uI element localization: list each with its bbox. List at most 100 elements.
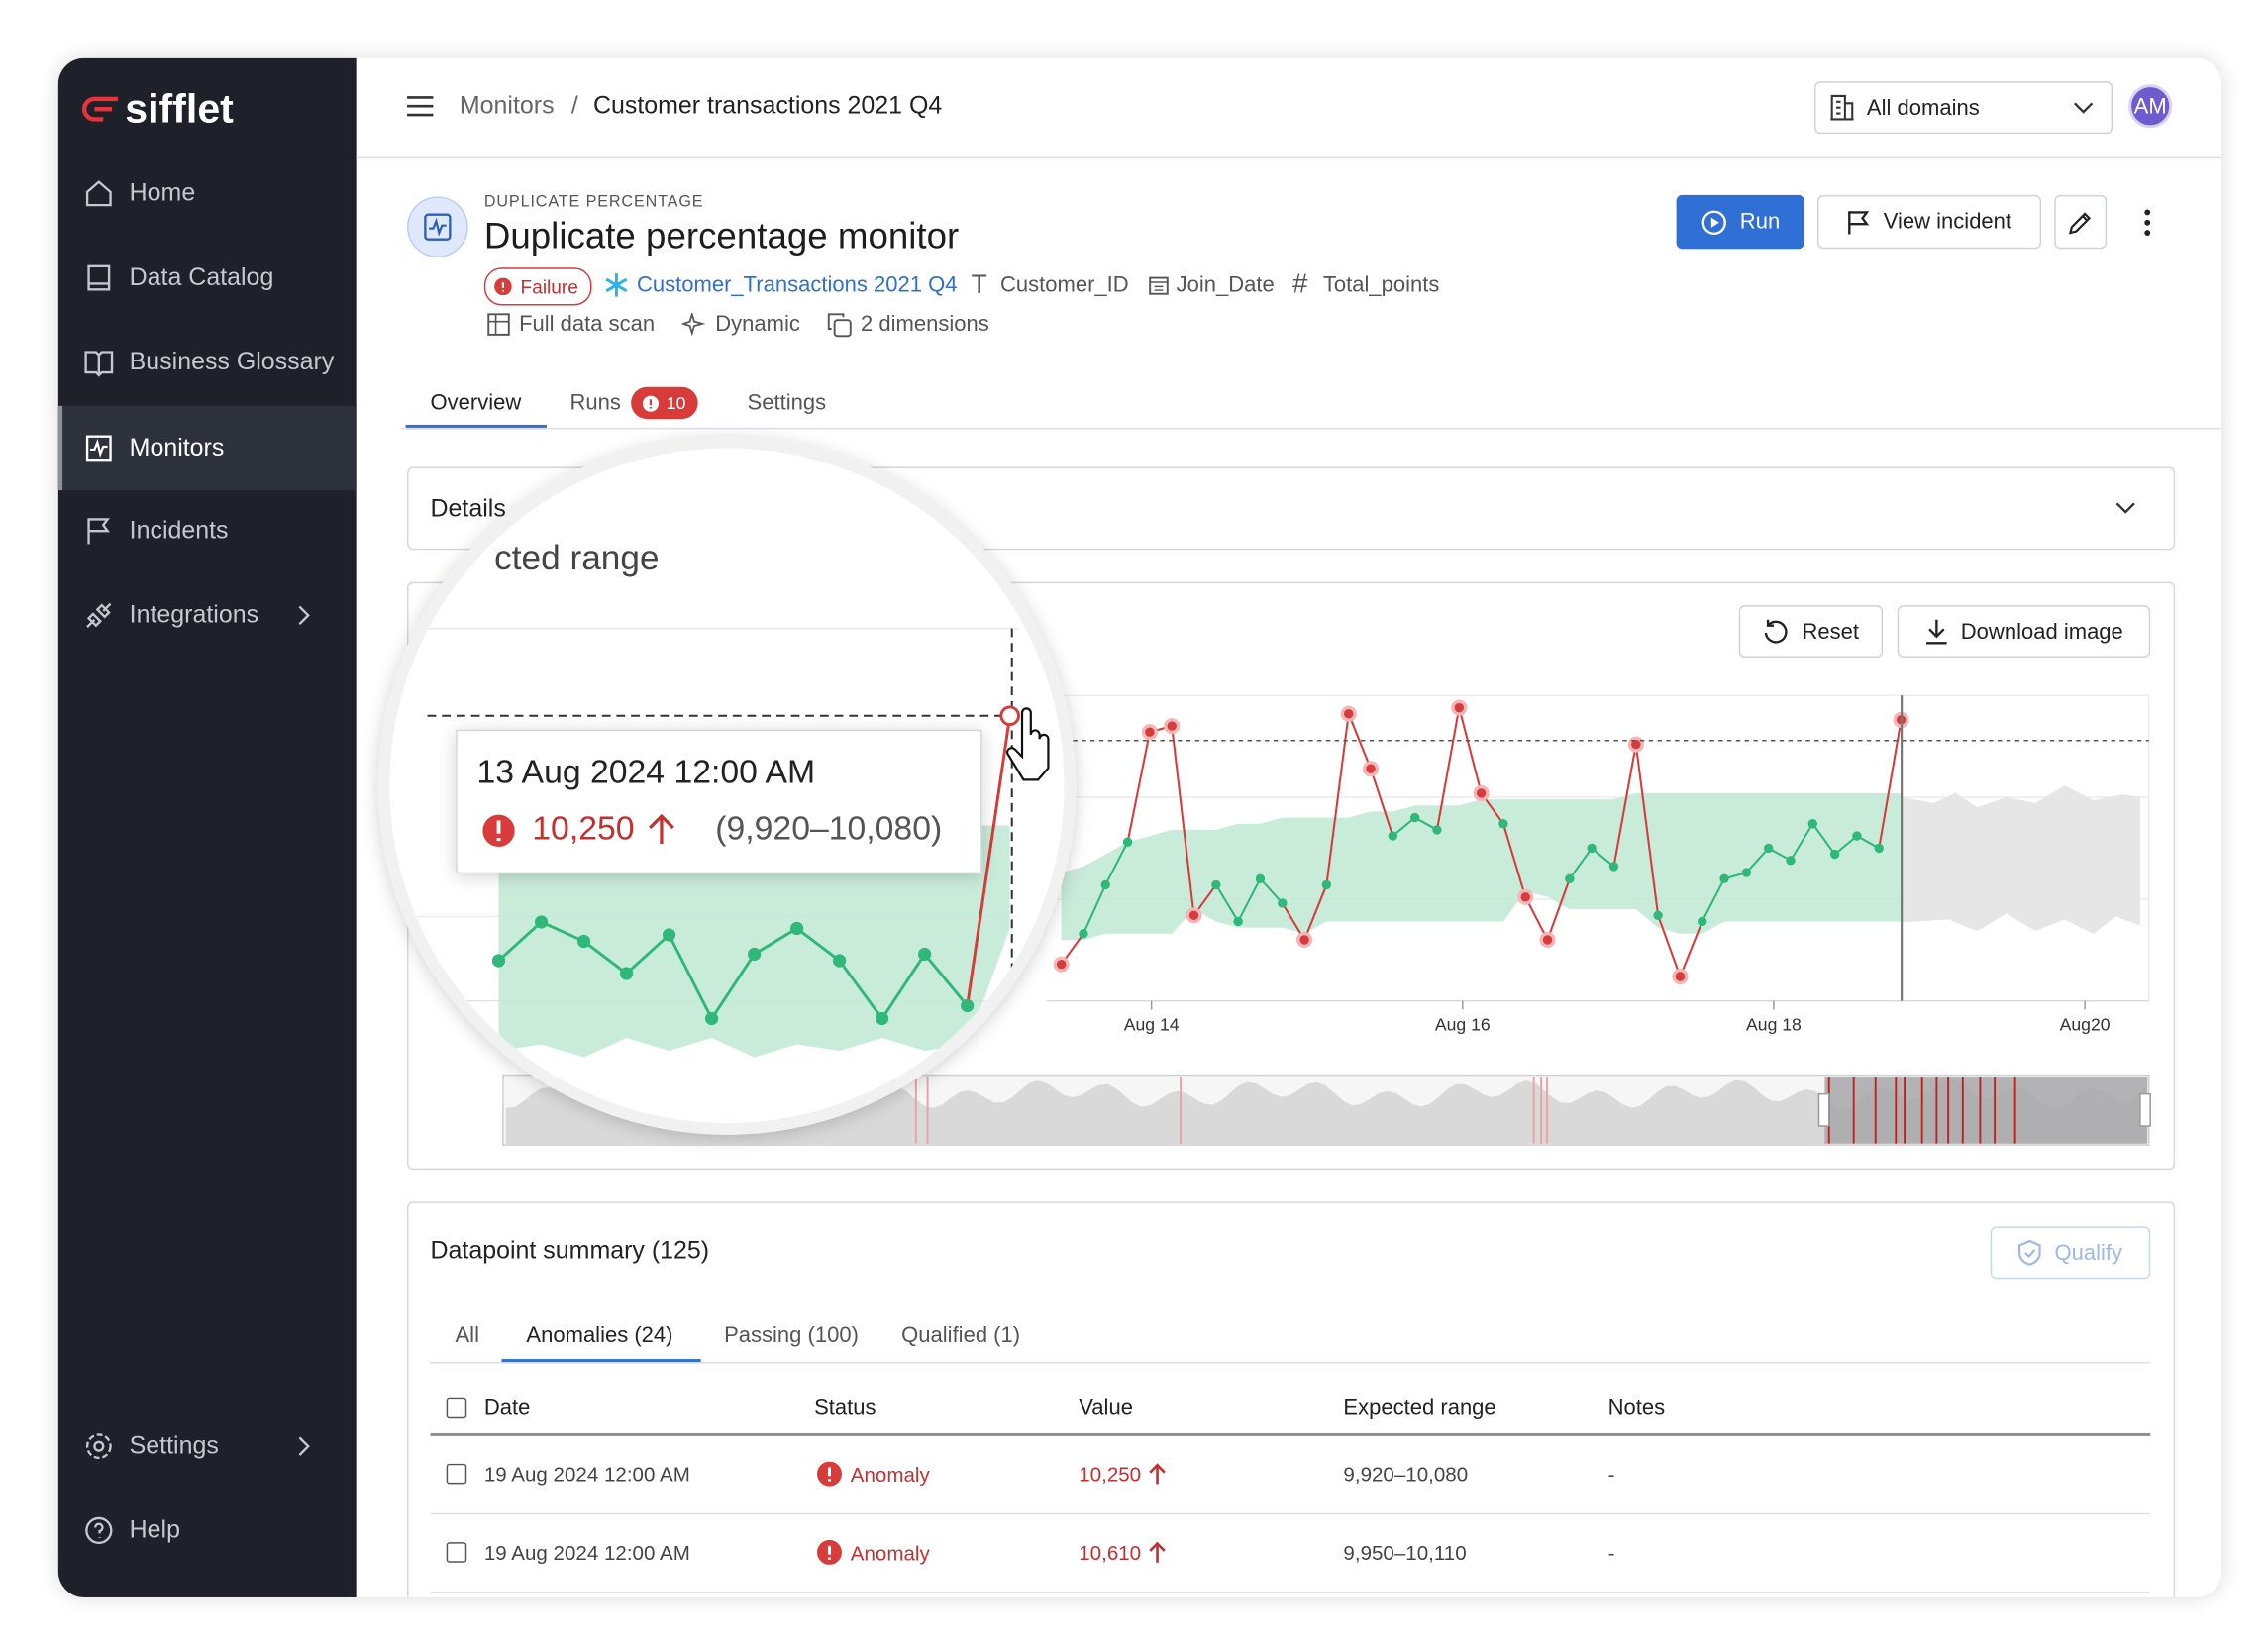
data-point	[1852, 831, 1862, 841]
line-segment	[1214, 883, 1240, 922]
breadcrumb-separator: /	[570, 91, 578, 120]
nav-label: Data Catalog	[129, 262, 274, 291]
tab[interactable]: Runs	[569, 390, 621, 416]
icon	[1765, 619, 1789, 644]
hovered-point	[999, 705, 1020, 727]
chart-main: Aug 14 Aug 16 Aug 18 Aug20	[1046, 694, 2150, 1034]
nav-item[interactable]: Incidents	[58, 489, 357, 573]
line-segment	[1104, 841, 1129, 885]
avatar[interactable]: AM	[2128, 84, 2173, 129]
data-point	[790, 921, 804, 936]
reset-button[interactable]: Reset	[1738, 605, 1884, 658]
badge-count: 10	[666, 392, 686, 414]
arrow-up	[649, 813, 674, 845]
run-button[interactable]: Run	[1676, 194, 1804, 250]
cell-status: Anomaly	[817, 1539, 930, 1565]
magnifier: cted range 9,. 13 Aug 2024 12:00 AM10,25…	[377, 436, 1077, 1135]
tooltip-range: (9,920–10,080)	[715, 810, 942, 848]
tab[interactable]: Settings	[747, 390, 827, 416]
tab[interactable]: Qualified (1)	[901, 1323, 1021, 1349]
monitor-title: Duplicate percentage monitor	[483, 216, 960, 257]
nav-item[interactable]: Monitors	[57, 405, 357, 491]
more-button[interactable]	[2143, 208, 2152, 237]
nav-item[interactable]: Business Glossary	[58, 320, 357, 404]
line-segment	[710, 953, 756, 1020]
line-segment	[1701, 877, 1725, 922]
line-segment	[838, 960, 883, 1020]
edit-button[interactable]	[2054, 194, 2108, 250]
line-segment	[582, 940, 628, 976]
anomaly-point	[1675, 972, 1686, 981]
icon	[87, 518, 110, 545]
anomaly-point	[1454, 702, 1464, 713]
domain-label: All domains	[1866, 95, 1980, 121]
meta-item: Dynamic	[715, 312, 800, 338]
checkbox[interactable]	[446, 1397, 467, 1419]
breadcrumb-item[interactable]: Monitors	[459, 91, 555, 120]
card-title: Datapoint summary (125)	[430, 1236, 710, 1265]
tab[interactable]: Overview	[430, 390, 522, 416]
data-point	[1763, 843, 1774, 854]
data-point	[1100, 879, 1110, 890]
nav-item[interactable]: Home	[58, 152, 357, 236]
line-segment	[1370, 768, 1394, 837]
expected-band	[498, 825, 1010, 1058]
calendar-icon	[1149, 276, 1169, 295]
chevron	[298, 1436, 310, 1456]
icon	[86, 602, 112, 628]
tab[interactable]: Passing (100)	[724, 1323, 859, 1349]
nav-item[interactable]: Settings	[58, 1404, 357, 1489]
tab[interactable]: Anomalies (24)	[526, 1323, 673, 1349]
value-label: 10,610	[1079, 1540, 1142, 1565]
tooltip	[456, 729, 982, 874]
nav-item[interactable]: Integrations	[58, 573, 357, 658]
icon	[424, 213, 452, 241]
download-button[interactable]: Download image	[1897, 605, 2151, 658]
field-icon: #	[1292, 268, 1308, 300]
view-incident-button[interactable]: View incident	[1817, 194, 2042, 250]
data-point	[1498, 819, 1508, 829]
data-point	[876, 1011, 889, 1026]
line-segment	[923, 953, 969, 1007]
anomaly-point	[1366, 764, 1376, 773]
data-point	[1233, 916, 1243, 927]
cell-range: 9,920–10,080	[1343, 1462, 1469, 1486]
field: Total_points	[1322, 272, 1440, 298]
checkbox[interactable]	[446, 1463, 467, 1485]
line-segment	[795, 927, 841, 963]
line-segment	[966, 715, 1012, 1006]
line-segment	[497, 920, 543, 963]
status-label: Anomaly	[850, 1462, 930, 1486]
x-tick-label: Aug 18	[1746, 1014, 1802, 1034]
tab[interactable]: All	[455, 1323, 479, 1349]
summary-card	[407, 1201, 2176, 1597]
line-segment	[1458, 707, 1483, 794]
line-segment	[753, 927, 798, 956]
row-divider	[430, 1592, 2151, 1593]
sparkle-icon	[681, 312, 705, 337]
qualify-button[interactable]: Qualify	[1990, 1226, 2151, 1280]
field-icon: T	[971, 269, 987, 299]
nav-item[interactable]: Help	[58, 1489, 357, 1573]
tooltip-value: 10,250	[532, 810, 634, 848]
arrow-up	[1149, 1463, 1166, 1485]
minimap-handle	[1817, 1092, 1830, 1127]
line-segment	[1679, 921, 1703, 977]
cell-range: 9,950–10,110	[1343, 1540, 1467, 1565]
nav-item[interactable]: Data Catalog	[58, 236, 357, 320]
data-point	[1409, 812, 1420, 823]
icon	[643, 394, 660, 411]
sidebar: sifflet Home Data Catalog Business Gloss…	[57, 57, 357, 1597]
breadcrumb-current: Customer transactions 2021 Q4	[592, 91, 943, 120]
data-point	[1608, 862, 1619, 872]
dataset-link[interactable]: Customer_Transactions 2021 Q4	[636, 272, 958, 298]
anomaly-point	[1520, 892, 1530, 902]
menu-icon[interactable]	[407, 94, 434, 118]
checkbox[interactable]	[446, 1542, 467, 1563]
domain-select[interactable]: All domains	[1814, 81, 2113, 135]
meta-item: Full data scan	[519, 312, 656, 338]
icon	[87, 264, 111, 291]
icon	[1925, 619, 1947, 645]
icon	[494, 277, 512, 296]
